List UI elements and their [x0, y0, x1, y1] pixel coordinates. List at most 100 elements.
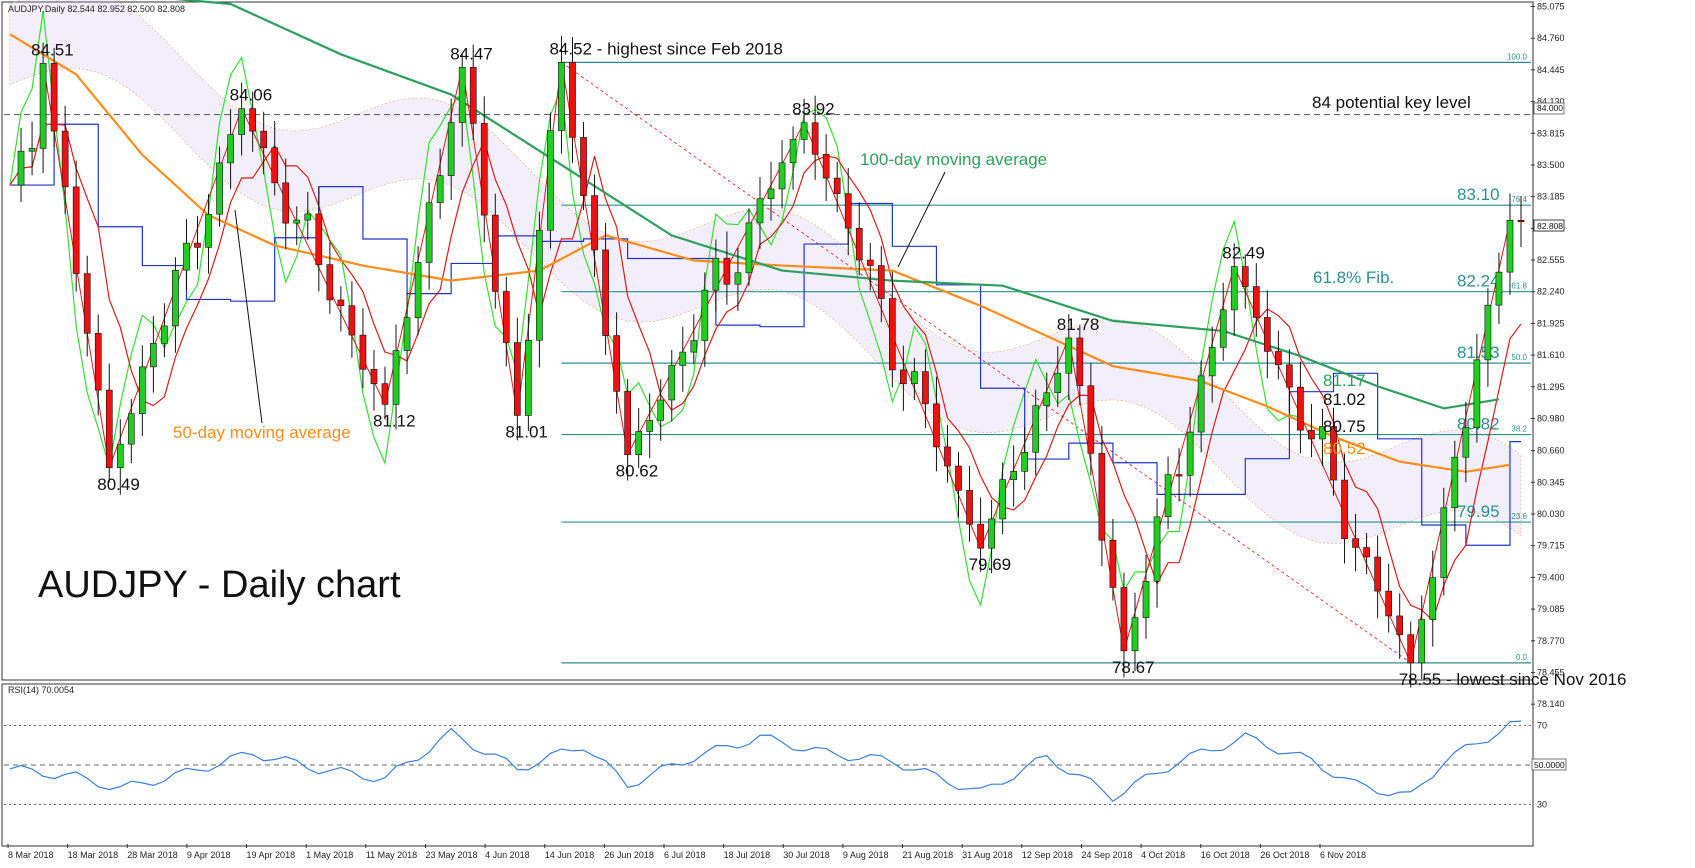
- candle-body: [1197, 375, 1205, 433]
- candle-body: [591, 195, 598, 251]
- candle-body: [547, 130, 554, 231]
- candle-body: [1109, 539, 1117, 588]
- candle-body: [933, 403, 940, 448]
- candle-body: [1010, 471, 1017, 480]
- candle-body: [1120, 587, 1128, 652]
- kijun-value-label: 80.75: [1323, 417, 1366, 436]
- candle-body: [1517, 219, 1525, 223]
- candle-body: [657, 399, 665, 421]
- price-tick-label: 80.030: [1537, 509, 1565, 519]
- candle-body: [1385, 590, 1392, 617]
- candle-body: [403, 317, 411, 351]
- candle-body: [1286, 364, 1293, 388]
- current-price-text: 82.808: [1537, 221, 1563, 231]
- candle-body: [756, 198, 764, 224]
- candle-body: [381, 383, 389, 405]
- candle-body: [944, 446, 951, 467]
- date-tick-label: 18 Jul 2018: [724, 850, 771, 860]
- swing-points: 84.51 80.49 84.06 81.12 84.47 81.01 84.52 - hi…: [31, 39, 1626, 689]
- candle-body: [1462, 427, 1470, 458]
- candle-body: [635, 431, 643, 455]
- candle-body: [900, 369, 907, 385]
- candle-body: [1087, 385, 1095, 454]
- candle-body: [161, 325, 168, 344]
- chart-title: AUDJPY - Daily chart: [38, 564, 401, 606]
- rsi-tick-label: 30: [1537, 800, 1547, 810]
- candle-body: [999, 479, 1006, 520]
- price-tick-label: 82.555: [1537, 255, 1565, 265]
- candle-body: [1473, 359, 1481, 428]
- candle-body: [127, 413, 135, 445]
- rsi-line: [9, 720, 1522, 802]
- candle-body: [282, 182, 290, 224]
- price-tick-label: 83.185: [1537, 192, 1565, 202]
- candle-body: [789, 139, 797, 164]
- candle-body: [723, 257, 731, 285]
- fib-price-label: 83.10: [1457, 185, 1500, 204]
- candle-body: [1076, 337, 1084, 387]
- candle-body: [922, 371, 929, 405]
- ichimoku-cloud: [9, 0, 1522, 544]
- candle-body: [1429, 577, 1437, 620]
- candle-body: [822, 153, 830, 179]
- candle-body: [105, 389, 113, 469]
- swing-label: 84.51: [31, 40, 74, 59]
- candle-body: [855, 227, 863, 261]
- price-tick-label: 85.075: [1537, 2, 1565, 12]
- candle-body: [1208, 347, 1216, 377]
- date-tick-label: 23 May 2018: [425, 850, 477, 860]
- candle-body: [1054, 372, 1062, 394]
- candle-body: [39, 63, 47, 149]
- rsi-tick-label: 70: [1537, 721, 1547, 731]
- candle-body: [1484, 304, 1492, 361]
- candle-body: [116, 443, 124, 469]
- date-axis: 8 Mar 2018 18 Mar 2018 28 Mar 2018 9 Apr 20…: [7, 844, 1366, 860]
- key-level-tag: [1533, 102, 1565, 115]
- price-tick-label: 84.130: [1537, 97, 1565, 107]
- candle-body: [679, 351, 687, 366]
- price-tick-label: 83.500: [1537, 160, 1565, 170]
- candle-body: [966, 490, 973, 525]
- fib-ratio-label: 76.4: [1511, 195, 1527, 204]
- candle-body: [844, 193, 852, 229]
- candle-body: [778, 162, 786, 190]
- fib-ratio-label: 100.0: [1507, 52, 1528, 61]
- candle-body: [348, 305, 356, 336]
- date-tick-label: 19 Apr 2018: [247, 850, 296, 860]
- tenkan-line: [9, 123, 1522, 622]
- candle-body: [1440, 507, 1448, 578]
- candle-body: [260, 130, 268, 149]
- candle-body: [833, 177, 841, 194]
- tenkan-value-label: 81.02: [1323, 390, 1366, 409]
- price-tick-label: 81.610: [1537, 350, 1565, 360]
- candle-body: [1319, 426, 1326, 440]
- candle-body: [580, 137, 587, 196]
- candle-body: [1363, 547, 1370, 558]
- cloud-area: [9, 0, 1522, 544]
- candle-body: [271, 147, 279, 184]
- candle-body: [1164, 474, 1172, 518]
- candle-body: [624, 391, 631, 455]
- swing-label: 78.55 - lowest since Nov 2016: [1399, 670, 1627, 689]
- candle-body: [745, 222, 753, 274]
- ma100-value-label: 81.17: [1323, 371, 1366, 390]
- candle-body: [1043, 392, 1051, 406]
- key-level-text: 84 potential key level: [1312, 93, 1471, 112]
- candle-body: [811, 122, 819, 155]
- price-tick-label: 79.400: [1537, 572, 1565, 582]
- fib-ratio-label: 50.0: [1511, 353, 1527, 362]
- fib-price-label: 81.53: [1457, 343, 1500, 362]
- candle-body: [425, 202, 433, 263]
- candle-body: [877, 265, 885, 299]
- candle-body: [1186, 431, 1194, 476]
- symbol-header: AUDJPY,Daily 82.544 82.952 82.500 82.808: [8, 4, 185, 14]
- candle-body: [569, 62, 576, 138]
- candle-body: [50, 63, 58, 132]
- candle-body: [613, 335, 620, 392]
- ma100-label: 100-day moving average: [860, 150, 1047, 169]
- price-tick-label: 84.760: [1537, 33, 1565, 43]
- candle-body: [326, 264, 334, 301]
- candle-body: [392, 350, 400, 405]
- candle-body: [1241, 266, 1249, 287]
